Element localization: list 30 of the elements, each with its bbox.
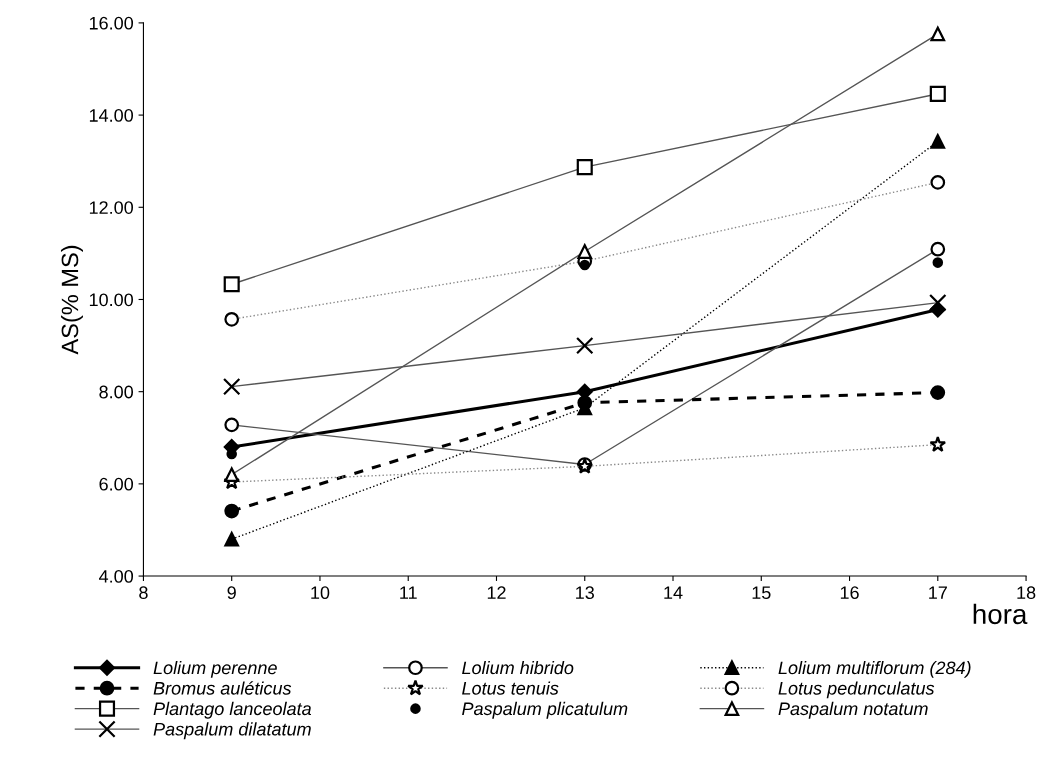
y-axis-title: AS(% MS) [60,245,83,355]
legend-label: Lotus tenuis [462,681,559,695]
y-tick-label: 14.00 [89,109,134,122]
legend-label: Paspalum notatum [778,701,928,719]
y-tick-label: 10.00 [89,293,134,307]
x-tick-label: 15 [752,586,771,600]
y-tick-label: 12.00 [89,201,134,214]
y-tick-label: 4.00 [98,570,134,583]
legend-label: Lolium perenne [153,660,277,678]
legend-label: Lotus pedunculatus [778,681,935,699]
legend-label: Lolium hibrido [462,660,574,675]
legend-label: Paspalum plicatulum [462,701,628,719]
legend-label: Lolium multiflorum (284) [778,660,971,678]
x-tick-label: 10 [311,586,330,600]
x-tick-label: 14 [664,586,683,599]
x-tick-label: 9 [227,586,236,600]
legend-label: Plantago lanceolata [153,701,312,719]
x-tick-label: 11 [400,586,417,599]
legend-label: Paspalum dilatatum [153,722,311,740]
x-axis-title: hora [973,603,1028,625]
y-tick-label: 16.00 [89,16,134,30]
legend-label: Bromus auléticus [153,681,292,695]
x-tick-label: 16 [840,586,859,600]
y-tick-label: 6.00 [99,477,134,491]
x-tick-label: 13 [576,586,594,600]
y-tick-label: 8.00 [99,385,134,399]
x-tick-label: 8 [139,586,148,600]
x-tick-label: 18 [1017,586,1036,600]
x-tick-label: 17 [929,586,947,599]
x-tick-label: 12 [487,586,506,599]
